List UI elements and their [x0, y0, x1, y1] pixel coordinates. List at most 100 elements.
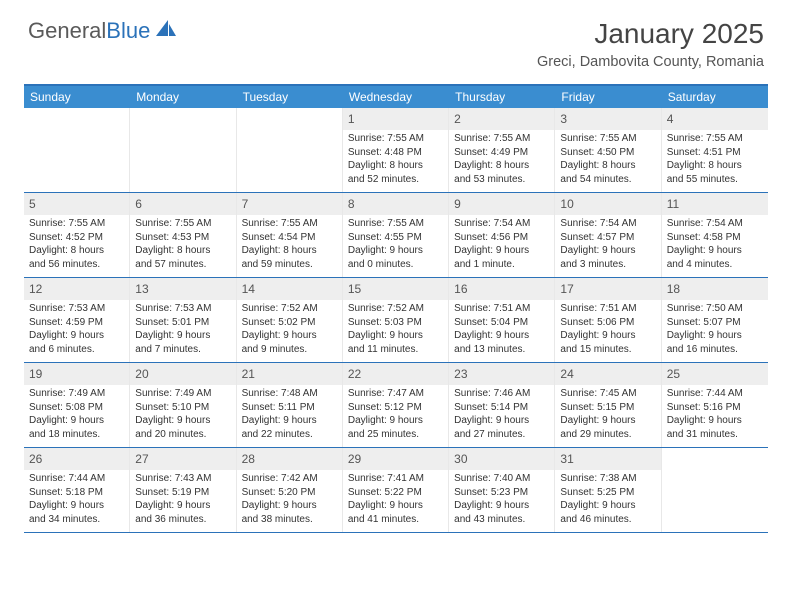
- day-cell: 14Sunrise: 7:52 AMSunset: 5:02 PMDayligh…: [237, 278, 343, 362]
- day-detail-line: Daylight: 8 hours: [560, 159, 655, 173]
- day-detail-line: and 34 minutes.: [29, 513, 124, 527]
- location: Greci, Dambovita County, Romania: [537, 54, 764, 70]
- day-detail-line: Sunset: 4:49 PM: [454, 146, 549, 160]
- day-detail-line: Daylight: 9 hours: [667, 329, 763, 343]
- day-num-row: [130, 108, 235, 112]
- day-detail-line: and 1 minute.: [454, 258, 549, 272]
- day-number: 2: [454, 112, 461, 126]
- header: GeneralBlue January 2025 Greci, Dambovit…: [0, 0, 792, 78]
- day-details: Sunrise: 7:53 AMSunset: 5:01 PMDaylight:…: [135, 302, 230, 356]
- day-cell: 20Sunrise: 7:49 AMSunset: 5:10 PMDayligh…: [130, 363, 236, 447]
- day-cell: 8Sunrise: 7:55 AMSunset: 4:55 PMDaylight…: [343, 193, 449, 277]
- day-cell: 12 Sunrise: 7:53 AMSunset: 4:59 PMDayligh…: [24, 278, 130, 362]
- day-cell: 7Sunrise: 7:55 AMSunset: 4:54 PMDaylight…: [237, 193, 343, 277]
- dow-row: Sunday Monday Tuesday Wednesday Thursday…: [24, 86, 768, 108]
- day-detail-line: Sunrise: 7:55 AM: [348, 217, 443, 231]
- day-details: Sunrise: 7:49 AMSunset: 5:08 PMDaylight:…: [29, 387, 124, 441]
- day-details: Sunrise: 7:53 AMSunset: 4:59 PMDaylight:…: [29, 302, 124, 356]
- dow-cell: Wednesday: [343, 86, 449, 108]
- day-detail-line: Sunrise: 7:55 AM: [560, 132, 655, 146]
- day-details: Sunrise: 7:55 AMSunset: 4:54 PMDaylight:…: [242, 217, 337, 271]
- day-cell: 1 Sunrise: 7:55 AMSunset: 4:48 PMDaylight…: [343, 108, 449, 192]
- day-detail-line: Daylight: 9 hours: [29, 499, 124, 513]
- day-number: 31: [560, 452, 573, 466]
- day-detail-line: and 20 minutes.: [135, 428, 230, 442]
- day-detail-line: Sunset: 5:19 PM: [135, 486, 230, 500]
- day-cell: 23Sunrise: 7:46 AMSunset: 5:14 PMDayligh…: [449, 363, 555, 447]
- day-detail-line: and 57 minutes.: [135, 258, 230, 272]
- day-detail-line: Sunrise: 7:54 AM: [454, 217, 549, 231]
- day-cell: 22Sunrise: 7:47 AMSunset: 5:12 PMDayligh…: [343, 363, 449, 447]
- day-number: 5: [29, 197, 36, 211]
- day-cell: 2 Sunrise: 7:55 AMSunset: 4:49 PMDaylight…: [449, 108, 555, 192]
- day-detail-line: Sunset: 4:50 PM: [560, 146, 655, 160]
- day-number: 30: [454, 452, 467, 466]
- day-cell: 29Sunrise: 7:41 AMSunset: 5:22 PMDayligh…: [343, 448, 449, 532]
- day-detail-line: Sunrise: 7:46 AM: [454, 387, 549, 401]
- dow-cell: Sunday: [24, 86, 130, 108]
- day-details: Sunrise: 7:55 AMSunset: 4:48 PMDaylight:…: [348, 132, 443, 186]
- day-detail-line: Sunset: 4:53 PM: [135, 231, 230, 245]
- dow-cell: Saturday: [662, 86, 768, 108]
- day-detail-line: Sunset: 5:23 PM: [454, 486, 549, 500]
- day-num-row: 19: [24, 363, 129, 385]
- day-detail-line: Daylight: 8 hours: [348, 159, 443, 173]
- day-num-row: 5: [24, 193, 129, 215]
- day-detail-line: and 4 minutes.: [667, 258, 763, 272]
- day-details: Sunrise: 7:55 AMSunset: 4:55 PMDaylight:…: [348, 217, 443, 271]
- day-number: 1: [348, 112, 355, 126]
- day-details: Sunrise: 7:55 AMSunset: 4:50 PMDaylight:…: [560, 132, 655, 186]
- day-detail-line: Sunset: 4:55 PM: [348, 231, 443, 245]
- day-num-row: 17: [555, 278, 660, 300]
- day-detail-line: Daylight: 9 hours: [29, 329, 124, 343]
- week-row: 1 Sunrise: 7:55 AMSunset: 4:48 PMDaylight…: [24, 108, 768, 193]
- day-detail-line: and 13 minutes.: [454, 343, 549, 357]
- day-detail-line: Sunrise: 7:47 AM: [348, 387, 443, 401]
- day-detail-line: Sunrise: 7:42 AM: [242, 472, 337, 486]
- day-details: Sunrise: 7:55 AMSunset: 4:53 PMDaylight:…: [135, 217, 230, 271]
- day-detail-line: Sunrise: 7:51 AM: [560, 302, 655, 316]
- day-detail-line: Daylight: 9 hours: [454, 499, 549, 513]
- day-number: 6: [135, 197, 142, 211]
- week-row: 5 Sunrise: 7:55 AMSunset: 4:52 PMDaylight…: [24, 193, 768, 278]
- day-detail-line: Sunrise: 7:52 AM: [348, 302, 443, 316]
- day-cell: 10Sunrise: 7:54 AMSunset: 4:57 PMDayligh…: [555, 193, 661, 277]
- day-detail-line: Sunset: 5:02 PM: [242, 316, 337, 330]
- day-num-row: 22: [343, 363, 448, 385]
- day-number: 12: [29, 282, 42, 296]
- day-details: Sunrise: 7:48 AMSunset: 5:11 PMDaylight:…: [242, 387, 337, 441]
- day-cell: 24Sunrise: 7:45 AMSunset: 5:15 PMDayligh…: [555, 363, 661, 447]
- day-num-row: 23: [449, 363, 554, 385]
- day-num-row: 14: [237, 278, 342, 300]
- day-details: Sunrise: 7:55 AMSunset: 4:52 PMDaylight:…: [29, 217, 124, 271]
- day-detail-line: and 36 minutes.: [135, 513, 230, 527]
- day-num-row: 10: [555, 193, 660, 215]
- day-detail-line: and 43 minutes.: [454, 513, 549, 527]
- dow-cell: Monday: [130, 86, 236, 108]
- title-block: January 2025 Greci, Dambovita County, Ro…: [537, 18, 764, 70]
- day-detail-line: Sunset: 4:56 PM: [454, 231, 549, 245]
- day-detail-line: Daylight: 9 hours: [135, 414, 230, 428]
- day-detail-line: Sunset: 5:07 PM: [667, 316, 763, 330]
- day-num-row: 16: [449, 278, 554, 300]
- day-details: Sunrise: 7:42 AMSunset: 5:20 PMDaylight:…: [242, 472, 337, 526]
- day-detail-line: Sunrise: 7:55 AM: [454, 132, 549, 146]
- day-details: Sunrise: 7:55 AMSunset: 4:49 PMDaylight:…: [454, 132, 549, 186]
- day-detail-line: and 22 minutes.: [242, 428, 337, 442]
- day-cell: [237, 108, 343, 192]
- day-detail-line: Sunrise: 7:49 AM: [135, 387, 230, 401]
- dow-cell: Tuesday: [237, 86, 343, 108]
- day-detail-line: Daylight: 9 hours: [560, 244, 655, 258]
- day-number: 20: [135, 367, 148, 381]
- day-detail-line: and 46 minutes.: [560, 513, 655, 527]
- day-num-row: 13: [130, 278, 235, 300]
- day-detail-line: and 6 minutes.: [29, 343, 124, 357]
- day-detail-line: Sunrise: 7:48 AM: [242, 387, 337, 401]
- calendar: Sunday Monday Tuesday Wednesday Thursday…: [24, 84, 768, 533]
- day-detail-line: Sunset: 5:20 PM: [242, 486, 337, 500]
- day-detail-line: Daylight: 8 hours: [242, 244, 337, 258]
- day-detail-line: Sunset: 5:15 PM: [560, 401, 655, 415]
- day-detail-line: Daylight: 9 hours: [135, 329, 230, 343]
- day-number: 25: [667, 367, 680, 381]
- day-num-row: 27: [130, 448, 235, 470]
